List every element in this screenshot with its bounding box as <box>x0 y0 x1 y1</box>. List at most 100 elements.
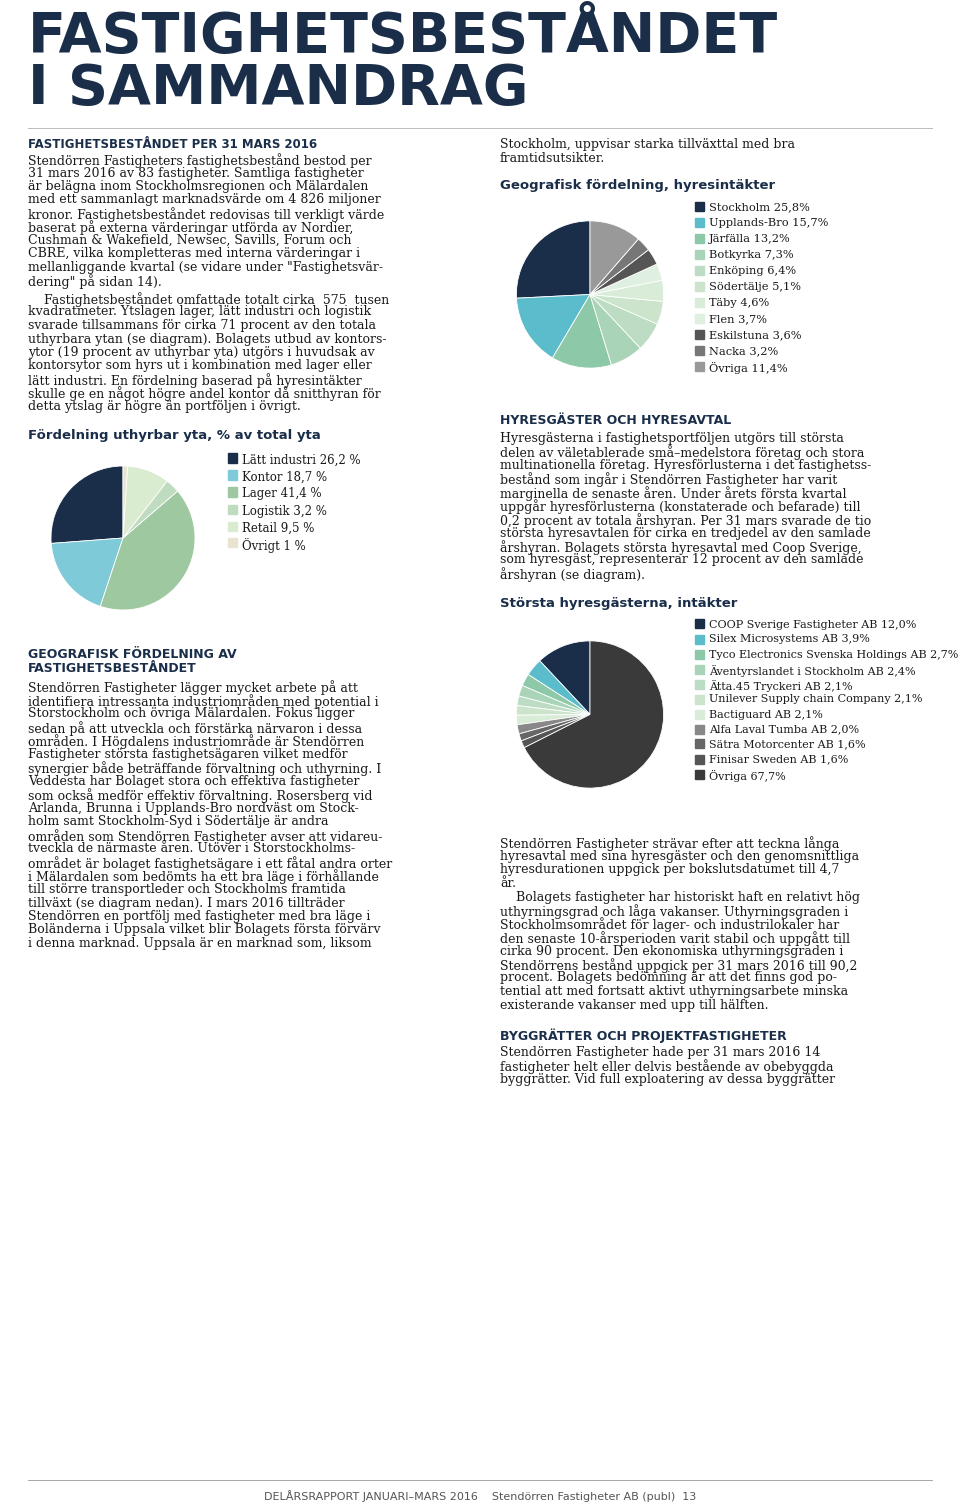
Text: FASTIGHETSBESTÅNDET: FASTIGHETSBESTÅNDET <box>28 662 197 676</box>
Text: COOP Sverige Fastigheter AB 12,0%: COOP Sverige Fastigheter AB 12,0% <box>709 620 917 629</box>
Text: Fastigheter största fastighetsägaren vilket medför: Fastigheter största fastighetsägaren vil… <box>28 748 348 762</box>
Text: Järfälla 13,2%: Järfälla 13,2% <box>709 234 791 244</box>
Text: Övriga 67,7%: Övriga 67,7% <box>709 769 785 781</box>
Text: Stendörren Fastigheters fastighetsbestånd bestod per: Stendörren Fastigheters fastighetsbestån… <box>28 152 372 167</box>
Text: med ett sammanlagt marknadsvärde om 4 826 miljoner: med ett sammanlagt marknadsvärde om 4 82… <box>28 193 381 207</box>
Wedge shape <box>590 264 662 294</box>
Text: uthyrningsgrad och låga vakanser. Uthyrningsgraden i: uthyrningsgrad och låga vakanser. Uthyrn… <box>500 903 849 918</box>
Text: Sätra Motorcenter AB 1,6%: Sätra Motorcenter AB 1,6% <box>709 739 866 749</box>
Wedge shape <box>517 715 590 734</box>
Text: hyresavtal med sina hyresgäster och den genomsnittliga: hyresavtal med sina hyresgäster och den … <box>500 851 859 863</box>
Wedge shape <box>521 715 590 748</box>
Text: multinationella företag. Hyresförlusterna i det fastighetss-: multinationella företag. Hyresförlustern… <box>500 458 872 472</box>
Text: dering" på sidan 14).: dering" på sidan 14). <box>28 274 161 290</box>
Text: årshyran (se diagram).: årshyran (se diagram). <box>500 567 645 582</box>
Text: Tyco Electronics Svenska Holdings AB 2,7%: Tyco Electronics Svenska Holdings AB 2,7… <box>709 650 958 659</box>
Text: Logistik 3,2 %: Logistik 3,2 % <box>242 505 326 517</box>
Text: Stendörren Fastigheter hade per 31 mars 2016 14: Stendörren Fastigheter hade per 31 mars … <box>500 1047 821 1059</box>
Text: Bolagets fastigheter har historiskt haft en relativt hög: Bolagets fastigheter har historiskt haft… <box>500 891 860 903</box>
Text: Nacka 3,2%: Nacka 3,2% <box>709 345 779 356</box>
Wedge shape <box>101 492 195 611</box>
Text: Fördelning uthyrbar yta, % av total yta: Fördelning uthyrbar yta, % av total yta <box>28 430 321 442</box>
Text: som hyresgäst, representerar 12 procent av den samlade: som hyresgäst, representerar 12 procent … <box>500 553 863 567</box>
Text: delen av väletablerade små–medelstora företag och stora: delen av väletablerade små–medelstora fö… <box>500 445 864 460</box>
Text: Stockholm, uppvisar starka tillväxttal med bra: Stockholm, uppvisar starka tillväxttal m… <box>500 139 795 151</box>
Text: Lätt industri 26,2 %: Lätt industri 26,2 % <box>242 454 361 466</box>
Text: FASTIGHETSBESTÅNDET PER 31 MARS 2016: FASTIGHETSBESTÅNDET PER 31 MARS 2016 <box>28 139 317 151</box>
Wedge shape <box>590 220 638 294</box>
Text: Största hyresgästerna, intäkter: Största hyresgästerna, intäkter <box>500 597 737 609</box>
Text: Silex Microsystems AB 3,9%: Silex Microsystems AB 3,9% <box>709 635 870 644</box>
Text: baserat på externa värderingar utförda av Nordier,: baserat på externa värderingar utförda a… <box>28 220 353 235</box>
Wedge shape <box>516 294 590 357</box>
Text: Storstockholm och övriga Mälardalen. Fokus ligger: Storstockholm och övriga Mälardalen. Fok… <box>28 707 354 721</box>
Text: Flen 3,7%: Flen 3,7% <box>709 314 767 324</box>
Text: Stendörren en portfölj med fastigheter med bra läge i: Stendörren en portfölj med fastigheter m… <box>28 909 371 923</box>
Text: sedan på att utveckla och förstärka närvaron i dessa: sedan på att utveckla och förstärka närv… <box>28 721 362 736</box>
Text: årshyran. Bolagets största hyresavtal med Coop Sverige,: årshyran. Bolagets största hyresavtal me… <box>500 540 862 555</box>
Text: Fastighetsbeståndet omfattade totalt cirka  575  tusen: Fastighetsbeståndet omfattade totalt cir… <box>28 293 389 306</box>
Text: hyresdurationen uppgick per bokslutsdatumet till 4,7: hyresdurationen uppgick per bokslutsdatu… <box>500 864 839 876</box>
Wedge shape <box>590 294 663 324</box>
Text: Geografisk fördelning, hyresintäkter: Geografisk fördelning, hyresintäkter <box>500 179 775 192</box>
Text: Cushman & Wakefield, Newsec, Savills, Forum och: Cushman & Wakefield, Newsec, Savills, Fo… <box>28 234 351 247</box>
Text: Enköping 6,4%: Enköping 6,4% <box>709 265 796 276</box>
Wedge shape <box>51 538 123 606</box>
Text: Stendörren Fastigheter strävar efter att teckna långa: Stendörren Fastigheter strävar efter att… <box>500 837 839 852</box>
Wedge shape <box>590 294 658 348</box>
Text: Boländerna i Uppsala vilket blir Bolagets första förvärv: Boländerna i Uppsala vilket blir Bolaget… <box>28 923 380 936</box>
Text: tillväxt (se diagram nedan). I mars 2016 tillträder: tillväxt (se diagram nedan). I mars 2016… <box>28 896 345 909</box>
Text: skulle ge en något högre andel kontor då snitthyran för: skulle ge en något högre andel kontor då… <box>28 386 381 401</box>
Text: områden som Stendörren Fastigheter avser att vidareu-: områden som Stendörren Fastigheter avser… <box>28 829 382 844</box>
Text: Övriga 11,4%: Övriga 11,4% <box>709 362 787 374</box>
Text: Arlanda, Brunna i Upplands-Bro nordväst om Stock-: Arlanda, Brunna i Upplands-Bro nordväst … <box>28 802 359 814</box>
Text: Stendörren Fastigheter lägger mycket arbete på att: Stendörren Fastigheter lägger mycket arb… <box>28 680 358 695</box>
Wedge shape <box>516 697 590 715</box>
Text: Stockholm 25,8%: Stockholm 25,8% <box>709 202 810 213</box>
Text: procent. Bolagets bedömning är att det finns god po-: procent. Bolagets bedömning är att det f… <box>500 971 837 985</box>
Text: 0,2 procent av totala årshyran. Per 31 mars svarade de tio: 0,2 procent av totala årshyran. Per 31 m… <box>500 513 872 528</box>
Text: Södertälje 5,1%: Södertälje 5,1% <box>709 282 801 293</box>
Text: områden. I Högdalens industriområde är Stendörren: områden. I Högdalens industriområde är S… <box>28 734 364 749</box>
Text: Ätta.45 Tryckeri AB 2,1%: Ätta.45 Tryckeri AB 2,1% <box>709 680 852 692</box>
Text: svarade tillsammans för cirka 71 procent av den totala: svarade tillsammans för cirka 71 procent… <box>28 320 376 332</box>
Text: 31 mars 2016 av 83 fastigheter. Samtliga fastigheter: 31 mars 2016 av 83 fastigheter. Samtliga… <box>28 166 364 179</box>
Wedge shape <box>553 294 612 368</box>
Text: till större transportleder och Stockholms framtida: till större transportleder och Stockholm… <box>28 884 346 896</box>
Text: cirka 90 procent. Den ekonomiska uthyrningsgraden i: cirka 90 procent. Den ekonomiska uthyrni… <box>500 944 844 958</box>
Wedge shape <box>524 641 663 789</box>
Text: Hyresgästerna i fastighetsportföljen utgörs till största: Hyresgästerna i fastighetsportföljen utg… <box>500 431 844 445</box>
Wedge shape <box>590 280 663 302</box>
Text: kronor. Fastighetsbeståndet redovisas till verkligt värde: kronor. Fastighetsbeståndet redovisas ti… <box>28 207 384 222</box>
Text: GEOGRAFISK FÖRDELNING AV: GEOGRAFISK FÖRDELNING AV <box>28 648 236 662</box>
Text: tential att med fortsatt aktivt uthyrningsarbete minska: tential att med fortsatt aktivt uthyrnin… <box>500 985 848 998</box>
Wedge shape <box>590 238 648 294</box>
Text: som också medför effektiv förvaltning. Rosersberg vid: som också medför effektiv förvaltning. R… <box>28 789 372 804</box>
Text: tveckla de närmaste åren. Utöver i Storstockholms-: tveckla de närmaste åren. Utöver i Stors… <box>28 843 355 855</box>
Text: i denna marknad. Uppsala är en marknad som, liksom: i denna marknad. Uppsala är en marknad s… <box>28 936 372 950</box>
Text: detta ytslag är högre än portföljen i övrigt.: detta ytslag är högre än portföljen i öv… <box>28 400 300 413</box>
Wedge shape <box>528 661 590 715</box>
Text: är belägna inom Stockholmsregionen och Mälardalen: är belägna inom Stockholmsregionen och M… <box>28 179 369 193</box>
Text: synergier både beträffande förvaltning och uthyrning. I: synergier både beträffande förvaltning o… <box>28 762 381 777</box>
Text: FASTIGHETSBESTÅNDET: FASTIGHETSBESTÅNDET <box>28 11 779 63</box>
Wedge shape <box>590 294 640 365</box>
Text: Upplands-Bro 15,7%: Upplands-Bro 15,7% <box>709 219 828 228</box>
Text: Eskilstuna 3,6%: Eskilstuna 3,6% <box>709 330 802 339</box>
Text: existerande vakanser med upp till hälften.: existerande vakanser med upp till hälfte… <box>500 998 769 1012</box>
Text: Botkyrka 7,3%: Botkyrka 7,3% <box>709 250 794 259</box>
Wedge shape <box>51 466 123 543</box>
Text: fastigheter helt eller delvis bestående av obebyggda: fastigheter helt eller delvis bestående … <box>500 1060 833 1074</box>
Text: kontorsytor som hyrs ut i kombination med lager eller: kontorsytor som hyrs ut i kombination me… <box>28 359 372 372</box>
Text: Finisar Sweden AB 1,6%: Finisar Sweden AB 1,6% <box>709 754 849 765</box>
Text: lätt industri. En fördelning baserad på hyresintäkter: lätt industri. En fördelning baserad på … <box>28 372 362 388</box>
Text: Övrigt 1 %: Övrigt 1 % <box>242 538 305 553</box>
Text: ytor (19 procent av uthyrbar yta) utgörs i huvudsak av: ytor (19 procent av uthyrbar yta) utgörs… <box>28 345 374 359</box>
Wedge shape <box>123 466 167 538</box>
Text: uppgår hyresförlusterna (konstaterade och befarade) till: uppgår hyresförlusterna (konstaterade oc… <box>500 499 860 514</box>
Text: BYGGRÄTTER OCH PROJEKTFASTIGHETER: BYGGRÄTTER OCH PROJEKTFASTIGHETER <box>500 1028 787 1042</box>
Text: den senaste 10-årsperioden varit stabil och uppgått till: den senaste 10-årsperioden varit stabil … <box>500 930 850 946</box>
Wedge shape <box>590 250 657 294</box>
Text: Stockholmsområdet för lager- och industrilokaler har: Stockholmsområdet för lager- och industr… <box>500 917 839 932</box>
Text: uthyrbara ytan (se diagram). Bolagets utbud av kontors-: uthyrbara ytan (se diagram). Bolagets ut… <box>28 332 387 345</box>
